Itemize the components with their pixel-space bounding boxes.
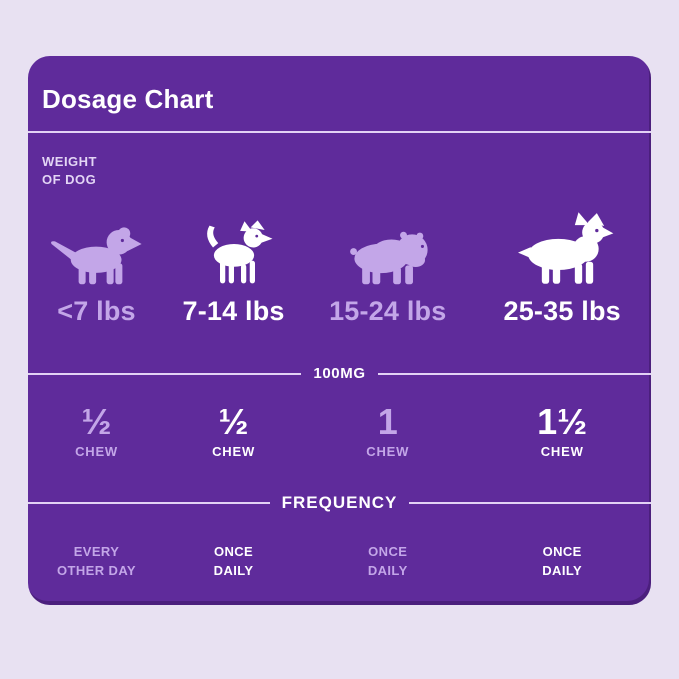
dog-weight-row: <7 lbs — [28, 208, 651, 327]
frequency-section-label: FREQUENCY — [281, 493, 398, 513]
dose-25-35lbs: 1½ CHEW — [473, 401, 651, 460]
card-header: Dosage Chart — [28, 56, 651, 131]
frequency-label: ONCE DAILY — [367, 544, 408, 578]
corgi-icon — [507, 208, 617, 286]
frequency-under-7lbs: EVERY OTHER DAY — [28, 543, 165, 581]
column-25-35lbs: 25-35 lbs — [473, 208, 651, 327]
dose-value: ½ — [81, 401, 112, 443]
column-under-7lbs: <7 lbs — [28, 208, 165, 327]
frequency-7-14lbs: ONCE DAILY — [165, 543, 302, 581]
small-dog-icon — [192, 208, 276, 286]
dose-15-24lbs: 1 CHEW — [302, 401, 473, 460]
dose-section-divider: 100MG — [28, 365, 651, 382]
frequency-label: ONCE DAILY — [213, 544, 254, 578]
weight-label: 15-24 lbs — [329, 296, 447, 327]
frequency-label: ONCE DAILY — [542, 544, 583, 578]
dose-row: ½ CHEW ½ CHEW 1 CHEW 1½ CHEW — [28, 401, 651, 460]
divider-line-right — [377, 372, 651, 375]
dose-unit: CHEW — [75, 444, 118, 460]
frequency-label: EVERY OTHER DAY — [57, 544, 136, 578]
divider-line-right — [409, 502, 651, 505]
bulldog-icon — [337, 208, 439, 286]
weight-label: 25-35 lbs — [503, 296, 621, 327]
weight-of-dog-line1: WEIGHT — [42, 154, 97, 169]
frequency-25-35lbs: ONCE DAILY — [473, 543, 651, 581]
weight-label: <7 lbs — [57, 296, 136, 327]
puppy-icon — [47, 208, 147, 286]
divider-line-left — [28, 372, 302, 375]
dose-unit: CHEW — [366, 444, 410, 460]
dose-7-14lbs: ½ CHEW — [165, 401, 302, 460]
dosage-card: Dosage Chart WEIGHT OF DOG — [28, 56, 651, 605]
page-title: Dosage Chart — [42, 84, 214, 114]
dose-value: 1 — [377, 401, 398, 443]
weight-of-dog-line2: OF DOG — [42, 171, 97, 187]
frequency-15-24lbs: ONCE DAILY — [302, 543, 473, 581]
weight-label: 7-14 lbs — [182, 296, 285, 327]
title-divider — [28, 131, 651, 133]
dose-value: 1½ — [537, 401, 588, 443]
column-7-14lbs: 7-14 lbs — [165, 208, 302, 327]
dose-section-label: 100MG — [313, 365, 366, 383]
weight-of-dog-label: WEIGHT OF DOG — [42, 153, 637, 188]
frequency-section-divider: FREQUENCY — [28, 493, 651, 513]
frequency-row: EVERY OTHER DAY ONCE DAILY ONCE DAILY ON… — [28, 543, 651, 581]
dose-under-7lbs: ½ CHEW — [28, 401, 165, 460]
column-15-24lbs: 15-24 lbs — [302, 208, 473, 327]
dose-unit: CHEW — [540, 444, 584, 460]
dose-value: ½ — [218, 401, 249, 443]
dose-unit: CHEW — [212, 444, 256, 460]
divider-line-left — [28, 502, 270, 505]
